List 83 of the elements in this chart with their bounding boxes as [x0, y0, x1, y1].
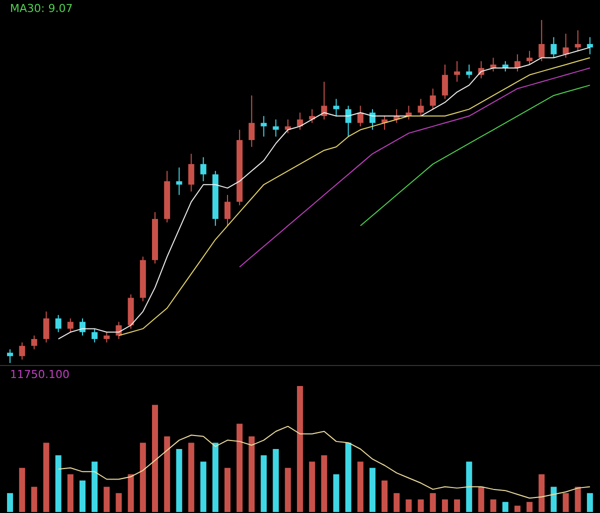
bar	[55, 455, 62, 512]
bar	[357, 462, 364, 512]
candlestick	[357, 105, 364, 127]
bar	[514, 506, 520, 512]
bar	[116, 493, 122, 512]
candlestick	[550, 36, 557, 58]
candlestick	[260, 116, 267, 138]
candlestick	[104, 332, 110, 343]
bar	[550, 486, 557, 512]
bar	[224, 468, 230, 512]
bar	[7, 493, 14, 512]
bar	[176, 449, 182, 512]
bar	[164, 436, 170, 512]
bar	[140, 442, 146, 512]
bar	[309, 462, 316, 512]
bar	[212, 442, 218, 512]
candlestick	[345, 105, 352, 138]
bar	[406, 499, 412, 512]
candlestick	[466, 64, 472, 79]
candlestick	[538, 20, 545, 62]
bar	[369, 468, 376, 512]
bar	[466, 462, 472, 512]
candlestick	[43, 311, 50, 343]
candlestick	[562, 33, 569, 58]
candlestick	[454, 60, 460, 82]
bar	[67, 474, 74, 512]
candlestick	[272, 118, 279, 138]
bar	[345, 442, 352, 512]
bar	[442, 499, 448, 512]
bar	[538, 474, 545, 512]
bar	[43, 442, 50, 512]
bar	[80, 480, 86, 512]
bar	[104, 486, 110, 512]
candlestick	[490, 57, 496, 72]
candlestick	[430, 88, 436, 110]
candlestick	[7, 348, 14, 363]
bar	[260, 455, 267, 512]
bar	[19, 468, 26, 512]
candlestick	[514, 54, 520, 72]
bar	[152, 404, 158, 512]
text: 11750.100	[10, 368, 70, 381]
bar	[333, 474, 340, 512]
candlestick	[31, 335, 38, 350]
candlestick	[92, 328, 98, 343]
bar	[382, 480, 388, 512]
bar	[562, 493, 569, 512]
bar	[574, 486, 581, 512]
bar	[490, 499, 496, 512]
candlestick	[369, 108, 376, 130]
bar	[321, 455, 328, 512]
candlestick	[67, 318, 74, 333]
candlestick	[19, 342, 26, 360]
bar	[188, 442, 194, 512]
candlestick	[176, 166, 182, 196]
bar	[128, 474, 134, 512]
bar	[272, 449, 279, 512]
candlestick	[586, 36, 593, 55]
bar	[586, 493, 593, 512]
candlestick	[442, 64, 448, 100]
text: MA30: 9.07	[10, 2, 73, 15]
candlestick	[200, 156, 206, 182]
bar	[284, 468, 291, 512]
bar	[478, 486, 484, 512]
bar	[31, 486, 38, 512]
bar	[502, 502, 508, 512]
candlestick	[418, 98, 424, 117]
bar	[394, 493, 400, 512]
bar	[92, 462, 98, 512]
candlestick	[224, 194, 230, 226]
candlestick	[526, 50, 533, 66]
bar	[430, 493, 436, 512]
candlestick	[188, 153, 194, 192]
bar	[296, 386, 303, 512]
bar	[248, 436, 255, 512]
candlestick	[296, 112, 303, 130]
bar	[418, 499, 424, 512]
candlestick	[55, 314, 62, 333]
bar	[526, 502, 533, 512]
candlestick	[248, 94, 255, 148]
bar	[200, 462, 206, 512]
bar	[236, 424, 243, 512]
bar	[454, 499, 460, 512]
candlestick	[574, 30, 581, 52]
